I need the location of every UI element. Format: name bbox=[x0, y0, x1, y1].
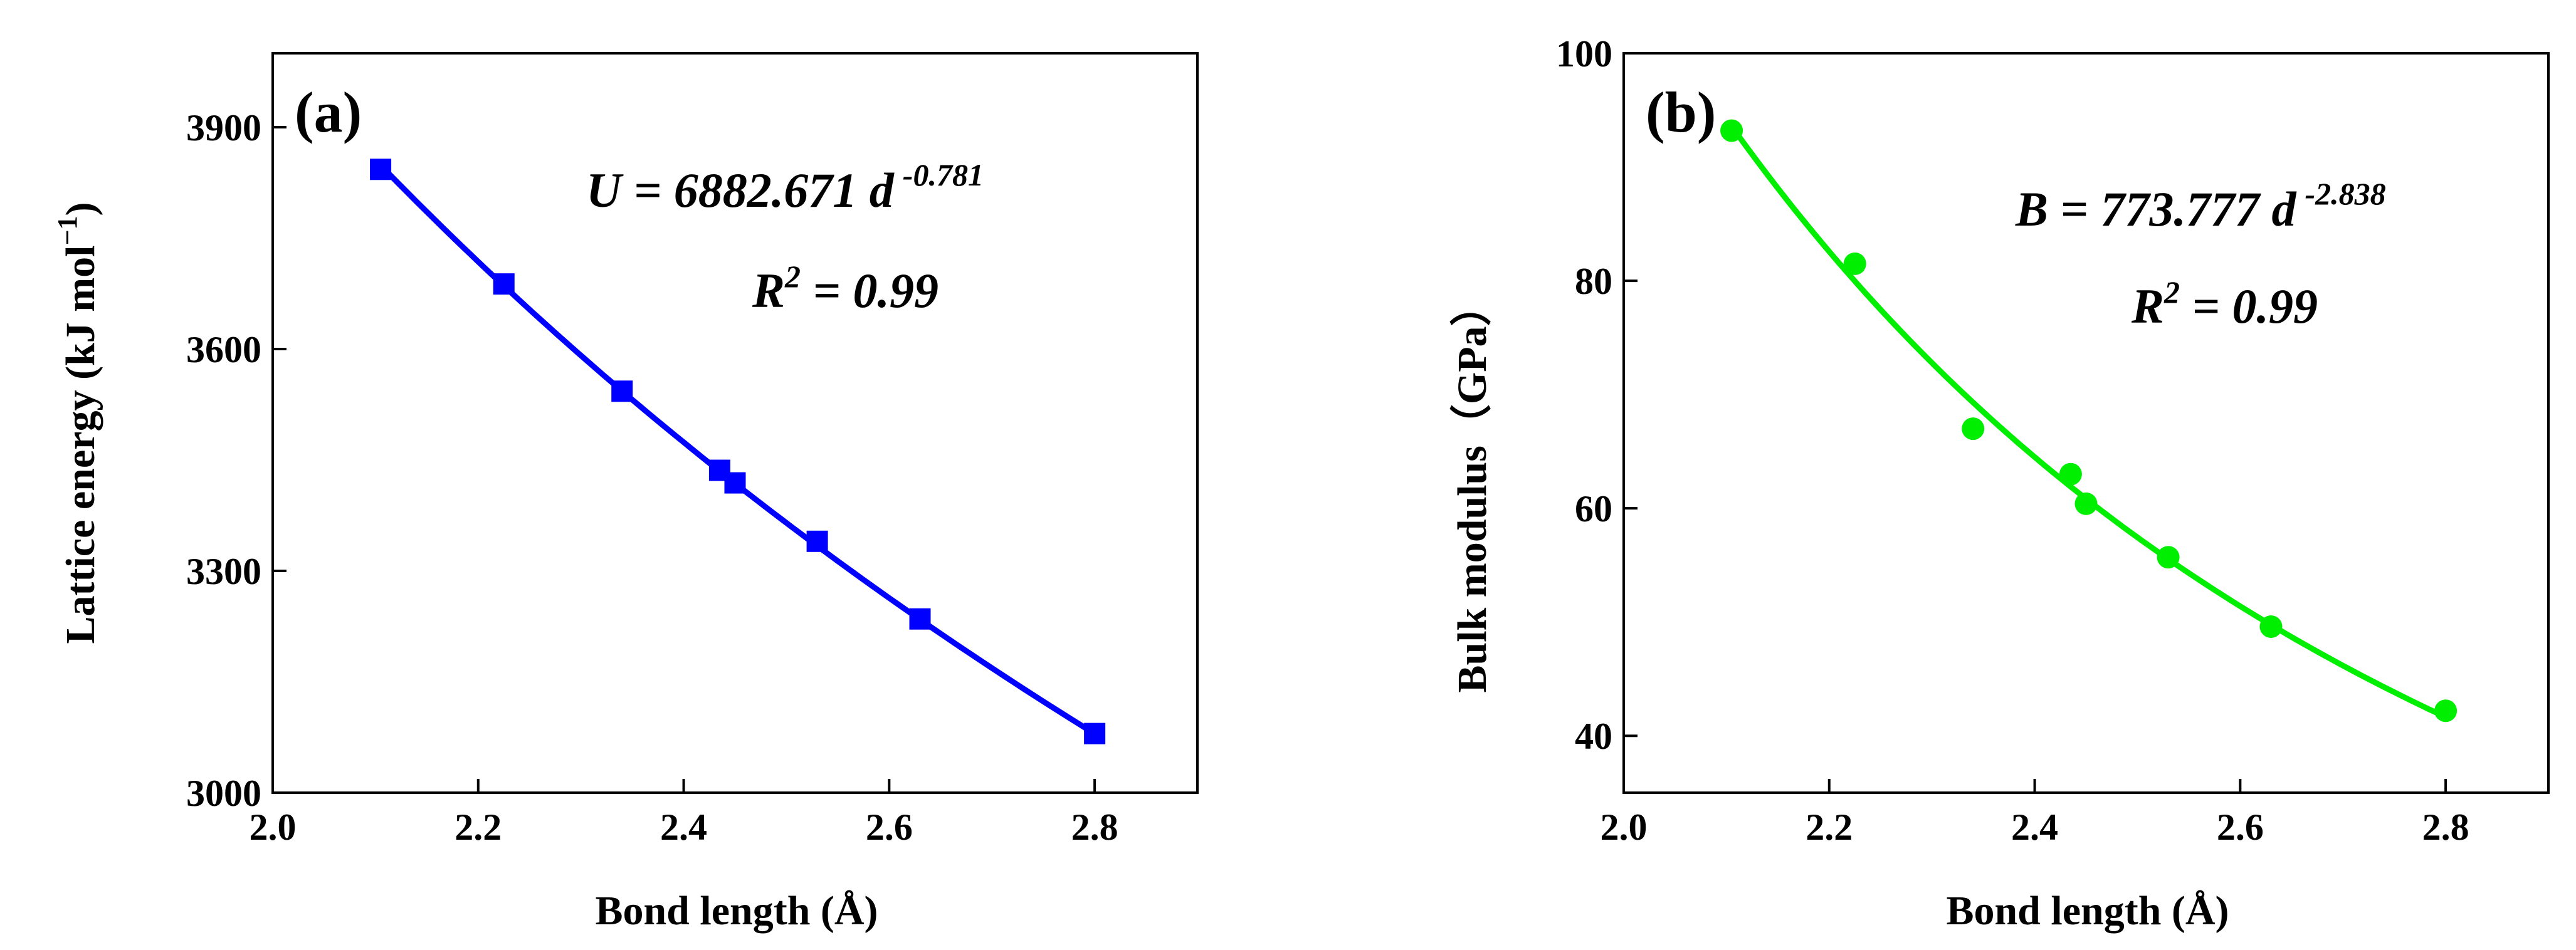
y-tick-label: 3000 bbox=[186, 773, 261, 814]
y-axis-ticks: 3000 3300 3600 3900 bbox=[186, 107, 287, 814]
x-axis-ticks: 2.0 2.2 2.4 2.6 2.8 bbox=[250, 779, 1118, 848]
r-squared-value: = 0.99 bbox=[801, 263, 938, 318]
panel-label: (b) bbox=[1646, 80, 1716, 144]
y-tick-label: 40 bbox=[1575, 716, 1612, 757]
x-axis-label: Bond length (Å) bbox=[595, 888, 878, 934]
y-axis-label: Lattice energy (kJ mol−1) bbox=[52, 202, 103, 644]
r-squared-value: = 0.99 bbox=[2180, 279, 2318, 333]
x-tick-label: 2.0 bbox=[250, 806, 297, 848]
y-tick-label: 3300 bbox=[186, 551, 261, 592]
x-tick-label: 2.4 bbox=[660, 806, 707, 848]
x-tick-label: 2.4 bbox=[2011, 806, 2058, 848]
equation-exponent: -2.838 bbox=[2305, 176, 2385, 211]
y-tick-label: 3600 bbox=[186, 329, 261, 370]
r-squared: R2 = 0.99 bbox=[2131, 274, 2318, 333]
x-axis-ticks: 2.0 2.2 2.4 2.6 2.8 bbox=[1601, 779, 2469, 848]
data-point bbox=[493, 273, 515, 295]
y-axis-label-superscript: −1 bbox=[52, 216, 83, 245]
equation-exponent: -0.781 bbox=[903, 157, 984, 192]
r-squared-lhs: R bbox=[752, 263, 785, 318]
data-point bbox=[909, 608, 931, 630]
y-tick-label: 3900 bbox=[186, 107, 261, 149]
data-point bbox=[1962, 417, 1985, 441]
data-point bbox=[611, 380, 633, 402]
x-tick-label: 2.2 bbox=[455, 806, 502, 848]
data-point bbox=[1843, 252, 1866, 275]
data-point bbox=[2434, 699, 2458, 723]
y-axis-ticks: 40 60 80 100 bbox=[1556, 33, 1638, 757]
x-tick-label: 2.0 bbox=[1601, 806, 1648, 848]
panel-label: (a) bbox=[295, 80, 362, 144]
y-axis-label-main: Lattice energy (kJ mol bbox=[58, 246, 103, 644]
y-tick-label: 100 bbox=[1556, 33, 1612, 75]
data-point bbox=[1720, 119, 1743, 142]
fit-equation: U = 6882.671 d -0.781 bbox=[586, 157, 984, 217]
x-tick-label: 2.8 bbox=[1071, 806, 1118, 848]
x-tick-label: 2.8 bbox=[2422, 806, 2469, 848]
data-markers bbox=[1720, 119, 2458, 723]
plot-area-frame bbox=[271, 52, 1199, 794]
y-axis-label-close: ) bbox=[58, 202, 103, 216]
panel-a-lattice-energy-chart: 3000 3300 3600 3900 2.0 2.2 2.4 2.6 2.8 (a) U =… bbox=[52, 52, 1199, 934]
r-squared: R2 = 0.99 bbox=[752, 259, 938, 318]
data-point bbox=[2074, 492, 2098, 515]
data-point bbox=[2059, 462, 2082, 486]
x-tick-label: 2.2 bbox=[1806, 806, 1853, 848]
y-axis-label: Bulk modulus（GPa） bbox=[1449, 284, 1495, 692]
fit-curve bbox=[378, 163, 1096, 736]
data-point bbox=[806, 530, 828, 552]
data-point bbox=[370, 159, 392, 180]
r-squared-exponent: 2 bbox=[784, 259, 801, 294]
equation-body: = 773.777 d bbox=[2048, 182, 2296, 236]
panel-b-bulk-modulus-chart: 40 60 80 100 2.0 2.2 2.4 2.6 2.8 (b) B = 773.77… bbox=[1449, 33, 2550, 934]
r-squared-exponent: 2 bbox=[2163, 274, 2180, 310]
data-point bbox=[1084, 723, 1106, 744]
x-axis-label: Bond length (Å) bbox=[1946, 888, 2229, 934]
equation-body: = 6882.671 d bbox=[621, 163, 894, 217]
fit-equation: B = 773.777 d -2.838 bbox=[2015, 176, 2386, 236]
x-tick-label: 2.6 bbox=[866, 806, 913, 848]
y-tick-label: 80 bbox=[1575, 261, 1612, 302]
data-point bbox=[724, 472, 746, 494]
data-point bbox=[2259, 615, 2283, 638]
data-markers bbox=[370, 159, 1106, 744]
equation-lhs: B bbox=[2015, 182, 2048, 236]
equation-lhs: U bbox=[586, 163, 624, 217]
r-squared-lhs: R bbox=[2131, 279, 2164, 333]
x-tick-label: 2.6 bbox=[2217, 806, 2264, 848]
data-point bbox=[2157, 546, 2180, 569]
plot-area-frame bbox=[1622, 52, 2550, 794]
y-tick-label: 60 bbox=[1575, 488, 1612, 530]
